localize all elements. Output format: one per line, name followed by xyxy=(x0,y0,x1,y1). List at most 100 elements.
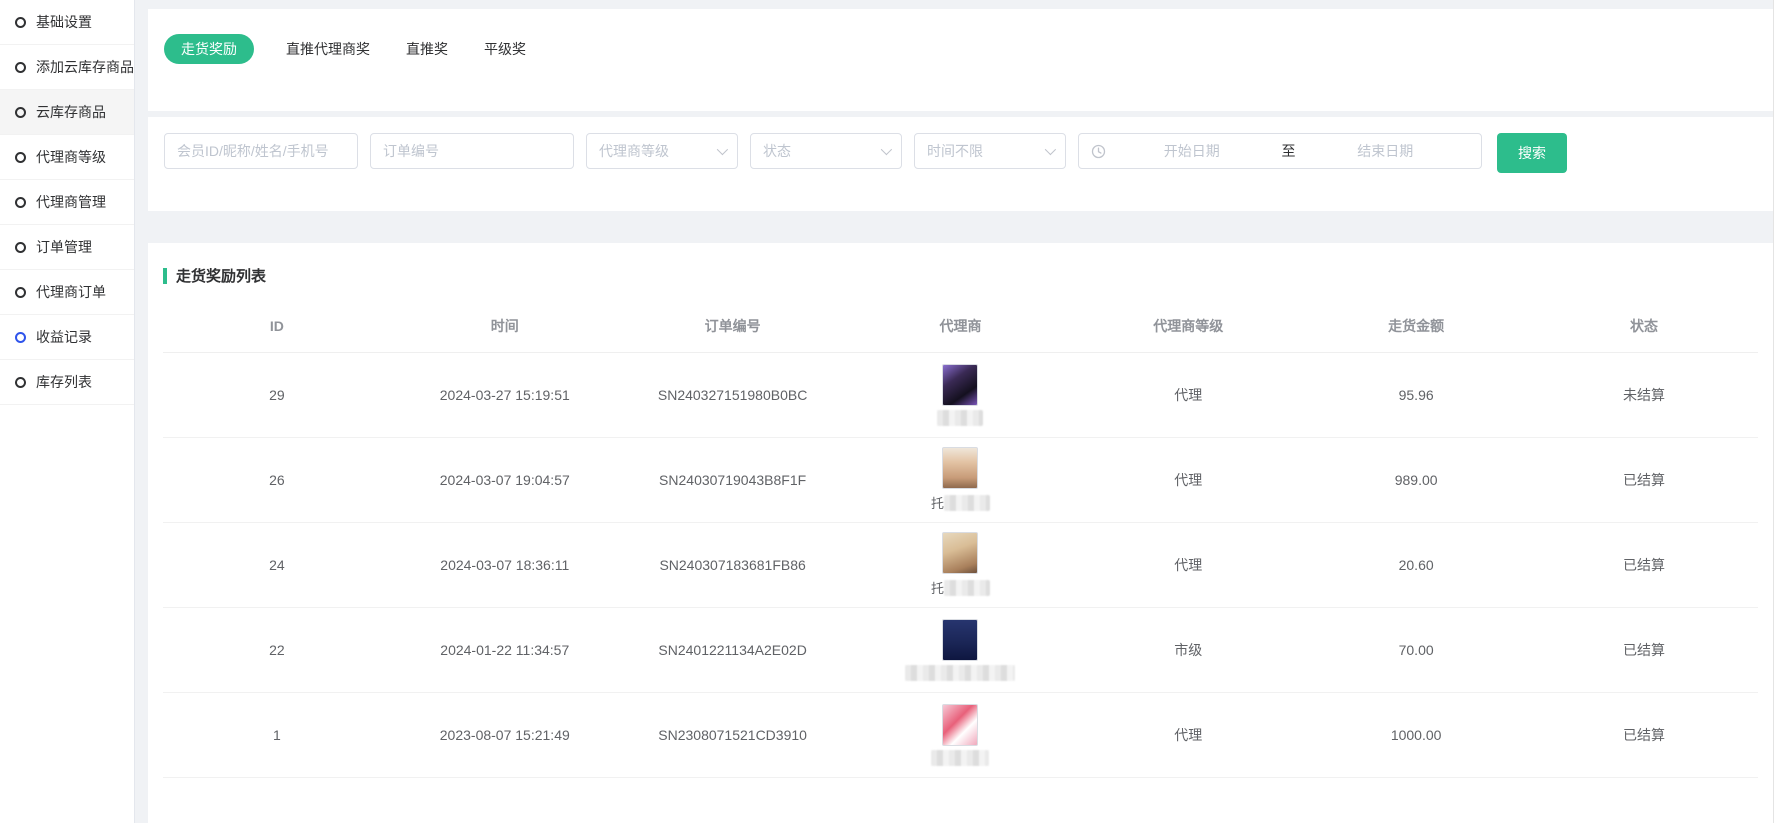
agent-avatar xyxy=(942,618,979,661)
agent-avatar xyxy=(942,532,979,574)
clock-icon xyxy=(1091,144,1106,159)
sidebar-item-label: 订单管理 xyxy=(36,239,92,255)
cell-agent-level: 代理 xyxy=(1074,352,1303,438)
cell-agent xyxy=(846,692,1075,778)
cell-time: 2023-08-07 15:21:49 xyxy=(390,692,619,778)
chevron-down-icon xyxy=(880,143,893,156)
sidebar: 基础设置 添加云库存商品 云库存商品 代理商等级 代理商管理 订单管理 代理商订… xyxy=(0,0,135,823)
agent-name xyxy=(931,749,990,766)
sidebar-item-label: 代理商等级 xyxy=(36,149,106,165)
blurred-name-block xyxy=(931,749,990,766)
agent-level-select-placeholder: 代理商等级 xyxy=(599,143,669,159)
status-select[interactable]: 状态 xyxy=(750,133,902,169)
cell-id: 26 xyxy=(163,437,391,523)
col-header-agent: 代理商 xyxy=(846,300,1075,353)
table-header-row: ID 时间 订单编号 代理商 代理商等级 走货金额 状态 xyxy=(163,300,1758,353)
radio-circle-icon xyxy=(15,16,26,28)
reward-table: ID 时间 订单编号 代理商 代理商等级 走货金额 状态 29 2024-03-… xyxy=(163,300,1758,778)
sidebar-item-label: 云库存商品 xyxy=(36,104,106,120)
radio-circle-icon xyxy=(15,151,26,163)
cell-agent xyxy=(846,607,1075,693)
member-search-input[interactable] xyxy=(164,133,358,169)
sidebar-item-add-cloud-stock-product[interactable]: 添加云库存商品 xyxy=(0,45,134,90)
table-row: 26 2024-03-07 19:04:57 SN24030719043B8F1… xyxy=(163,437,1758,523)
blurred-name-block xyxy=(943,579,990,596)
agent-name xyxy=(905,664,1016,681)
col-header-id: ID xyxy=(163,300,391,353)
date-range-picker[interactable]: 开始日期 至 结束日期 xyxy=(1078,133,1482,169)
time-range-select[interactable]: 时间不限 xyxy=(914,133,1066,169)
cell-agent-level: 市级 xyxy=(1074,607,1303,693)
cell-order-number: SN2308071521CD3910 xyxy=(618,692,847,778)
sidebar-item-label: 代理商订单 xyxy=(36,284,106,300)
tab-peer-reward[interactable]: 平级奖 xyxy=(484,41,526,57)
time-range-select-value: 时间不限 xyxy=(927,143,983,159)
radio-circle-icon xyxy=(15,61,26,73)
sidebar-item-order-management[interactable]: 订单管理 xyxy=(0,225,134,270)
sidebar-item-agent-management[interactable]: 代理商管理 xyxy=(0,180,134,225)
sidebar-item-agent-level[interactable]: 代理商等级 xyxy=(0,135,134,180)
reward-tabs: 走货奖励 直推代理商奖 直推奖 平级奖 xyxy=(164,34,1773,64)
cell-agent: 托 xyxy=(846,522,1075,608)
sidebar-item-label: 库存列表 xyxy=(36,374,92,390)
col-header-order: 订单编号 xyxy=(618,300,847,353)
cell-order-number: SN240307183681FB86 xyxy=(618,522,847,608)
cell-status: 已结算 xyxy=(1530,522,1758,608)
sidebar-item-basic-settings[interactable]: 基础设置 xyxy=(0,0,134,45)
radio-circle-icon xyxy=(15,376,26,388)
date-range-separator: 至 xyxy=(1281,143,1296,159)
main-content: 走货奖励 直推代理商奖 直推奖 平级奖 代理商等级 状态 时间不限 xyxy=(135,0,1786,823)
status-select-placeholder: 状态 xyxy=(763,143,791,159)
tab-bar-card: 走货奖励 直推代理商奖 直推奖 平级奖 xyxy=(148,9,1773,111)
list-title-text: 走货奖励列表 xyxy=(176,268,267,285)
col-header-amount: 走货金额 xyxy=(1302,300,1531,353)
order-number-input[interactable] xyxy=(370,133,574,169)
agent-name xyxy=(937,409,984,426)
cell-status: 已结算 xyxy=(1530,692,1758,778)
agent-level-select[interactable]: 代理商等级 xyxy=(586,133,738,169)
cell-status: 未结算 xyxy=(1530,352,1758,438)
cell-amount: 1000.00 xyxy=(1302,692,1531,778)
agent-name: 托 xyxy=(931,493,990,512)
agent-avatar xyxy=(942,447,979,489)
blurred-name-block xyxy=(943,494,990,511)
sidebar-item-stock-list[interactable]: 库存列表 xyxy=(0,360,134,405)
sidebar-item-label: 添加云库存商品 xyxy=(36,59,134,75)
cell-time: 2024-03-27 15:19:51 xyxy=(390,352,619,438)
blurred-name-block xyxy=(937,409,984,426)
list-title: 走货奖励列表 xyxy=(163,265,1758,286)
sidebar-item-label: 收益记录 xyxy=(36,329,92,345)
table-row: 1 2023-08-07 15:21:49 SN2308071521CD3910 xyxy=(163,692,1758,778)
tab-shipment-reward[interactable]: 走货奖励 xyxy=(164,34,254,64)
cell-agent xyxy=(846,352,1075,438)
cell-id: 24 xyxy=(163,522,391,608)
cell-status: 已结算 xyxy=(1530,607,1758,693)
reward-list-card: 走货奖励列表 ID 时间 订单编号 代理商 代理商等级 走货金额 状态 xyxy=(148,243,1773,823)
col-header-status: 状态 xyxy=(1530,300,1758,353)
cell-order-number: SN2401221134A2E02D xyxy=(618,607,847,693)
sidebar-item-cloud-stock-product[interactable]: 云库存商品 xyxy=(0,90,134,135)
sidebar-item-agent-orders[interactable]: 代理商订单 xyxy=(0,270,134,315)
agent-name: 托 xyxy=(931,578,990,597)
cell-order-number: SN240327151980B0BC xyxy=(618,352,847,438)
search-button[interactable]: 搜索 xyxy=(1497,133,1567,173)
cell-amount: 989.00 xyxy=(1302,437,1531,523)
cell-status: 已结算 xyxy=(1530,437,1758,523)
cell-time: 2024-01-22 11:34:57 xyxy=(390,607,619,693)
cell-order-number: SN24030719043B8F1F xyxy=(618,437,847,523)
start-date-placeholder: 开始日期 xyxy=(1163,143,1220,159)
cell-id: 1 xyxy=(163,692,391,778)
cell-time: 2024-03-07 19:04:57 xyxy=(390,437,619,523)
title-accent-bar xyxy=(163,267,167,284)
cell-agent-level: 代理 xyxy=(1074,522,1303,608)
table-row: 24 2024-03-07 18:36:11 SN240307183681FB8… xyxy=(163,522,1758,608)
tab-direct-reward[interactable]: 直推奖 xyxy=(406,41,448,57)
tab-direct-agent-reward[interactable]: 直推代理商奖 xyxy=(286,41,370,57)
sidebar-item-income-records[interactable]: 收益记录 xyxy=(0,315,134,360)
agent-avatar xyxy=(942,703,979,746)
table-row: 22 2024-01-22 11:34:57 SN2401221134A2E02… xyxy=(163,607,1758,693)
cell-agent-level: 代理 xyxy=(1074,692,1303,778)
scrollbar-track[interactable] xyxy=(1773,0,1786,823)
cell-id: 29 xyxy=(163,352,391,438)
